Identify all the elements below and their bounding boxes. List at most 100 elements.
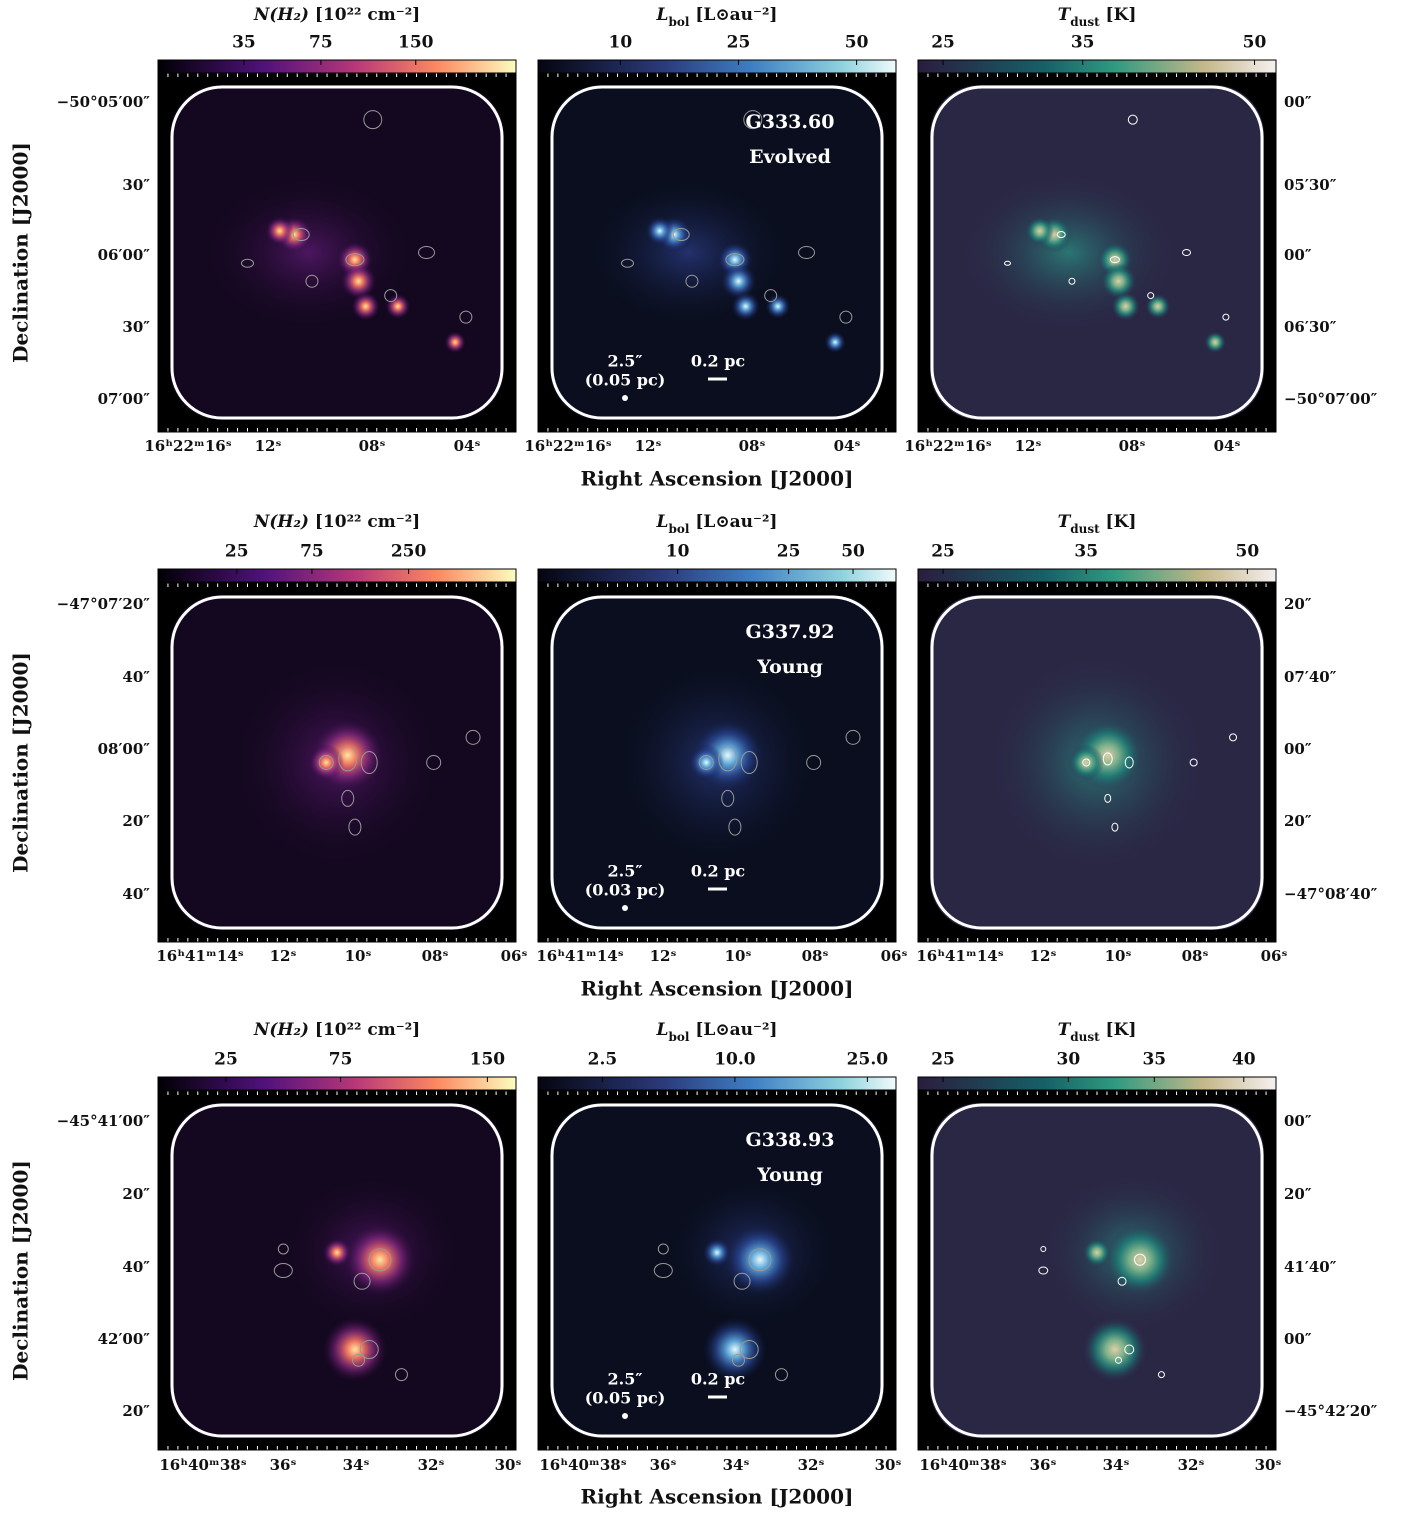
emission bbox=[731, 292, 760, 321]
x-axis-title: Right Ascension [J2000] bbox=[581, 977, 854, 1001]
colorbar-tick-label: 35 bbox=[1074, 542, 1098, 562]
ra-tick-label: 12ˢ bbox=[1015, 437, 1042, 455]
emission bbox=[444, 331, 465, 353]
scale-bar-label: 0.2 pc bbox=[691, 1370, 746, 1389]
dec-tick-label: 40″ bbox=[122, 668, 150, 686]
evolution-stage: Young bbox=[756, 1164, 823, 1186]
subscript: bol bbox=[669, 1030, 690, 1044]
dec-tick-label: 06′00″ bbox=[98, 246, 151, 264]
beam bbox=[622, 905, 628, 911]
dec-tick-label: 08′00″ bbox=[98, 740, 151, 758]
ra-tick-label: 16ʰ22ᵐ16ˢ bbox=[524, 437, 611, 455]
beam bbox=[622, 1413, 628, 1419]
emission bbox=[1111, 292, 1140, 321]
ra-tick-label: 16ʰ40ᵐ38ˢ bbox=[539, 1456, 626, 1474]
dec-tick-label: 20″ bbox=[122, 1402, 150, 1420]
beam-label: 2.5″ bbox=[608, 1370, 643, 1389]
symbol: N(H₂) bbox=[253, 5, 309, 25]
colorbar-tick-label: 25 bbox=[225, 542, 249, 562]
ra-tick-label: 16ʰ41ᵐ14ˢ bbox=[916, 947, 1003, 965]
emission bbox=[265, 217, 294, 246]
colorbar-tick-label: 35 bbox=[1142, 1050, 1166, 1070]
colorbar-tick-label: 50 bbox=[845, 33, 869, 53]
ra-tick-label: 10ˢ bbox=[725, 947, 752, 965]
dec-tick-label: 20″ bbox=[1284, 1185, 1312, 1203]
map-panel bbox=[158, 73, 516, 432]
beam-label: 2.5″ bbox=[608, 352, 643, 371]
colorbar-title: Lbol [L⊙au⁻²] bbox=[656, 1020, 778, 1044]
ra-tick-label: 12ˢ bbox=[650, 947, 677, 965]
beam-size: (0.05 pc) bbox=[585, 371, 666, 390]
ra-tick-label: 08ˢ bbox=[1119, 437, 1146, 455]
ra-tick-label: 16ʰ41ᵐ14ˢ bbox=[156, 947, 243, 965]
emission bbox=[961, 174, 1176, 332]
colorbar-tick-label: 25 bbox=[214, 1050, 238, 1070]
evolution-stage: Evolved bbox=[749, 146, 831, 168]
ra-tick-label: 06ˢ bbox=[881, 947, 908, 965]
ra-tick-label: 08ˢ bbox=[802, 947, 829, 965]
colorbar-tick-label: 25 bbox=[931, 33, 955, 53]
symbol: N(H₂) bbox=[253, 512, 309, 532]
ra-tick-label: 32ˢ bbox=[1178, 1456, 1205, 1474]
colorbar-tick-label: 35 bbox=[1071, 33, 1095, 53]
field-name: G337.92 bbox=[746, 621, 835, 643]
ra-tick-label: 08ˢ bbox=[359, 437, 386, 455]
emission bbox=[1104, 1224, 1176, 1296]
emission bbox=[824, 331, 845, 353]
ra-tick-label: 10ˢ bbox=[1105, 947, 1132, 965]
colorbar bbox=[918, 1077, 1276, 1090]
y-axis-title: Declination [J2000] bbox=[9, 1160, 33, 1381]
ra-tick-label: 12ˢ bbox=[635, 437, 662, 455]
field-name: G333.60 bbox=[746, 111, 835, 133]
colorbar-tick-label: 10 bbox=[609, 33, 633, 53]
dec-tick-label: 30″ bbox=[122, 176, 150, 194]
colorbar-tick-label: 25 bbox=[931, 542, 955, 562]
ra-tick-label: 04ˢ bbox=[1214, 437, 1241, 455]
colorbar-tick-label: 250 bbox=[391, 542, 427, 562]
ra-tick-label: 34ˢ bbox=[343, 1456, 370, 1474]
unit: [K] bbox=[1100, 512, 1137, 532]
dec-tick-label: 41′40″ bbox=[1284, 1258, 1337, 1276]
unit: [10²² cm⁻²] bbox=[309, 512, 420, 532]
colorbar-tick-label: 10.0 bbox=[714, 1050, 756, 1070]
unit: [10²² cm⁻²] bbox=[309, 1020, 420, 1040]
ra-tick-label: 16ʰ41ᵐ14ˢ bbox=[536, 947, 623, 965]
unit: [L⊙au⁻²] bbox=[689, 512, 777, 532]
evolution-stage: Young bbox=[756, 656, 823, 678]
colorbar-tick-label: 25 bbox=[931, 1050, 955, 1070]
colorbar-title: N(H₂) [10²² cm⁻²] bbox=[253, 1020, 420, 1040]
colorbar-tick-label: 25.0 bbox=[847, 1050, 889, 1070]
ra-tick-label: 12ˢ bbox=[255, 437, 282, 455]
dec-tick-label: −50°05′00″ bbox=[57, 93, 151, 111]
dec-tick-label: 00″ bbox=[1284, 1112, 1312, 1130]
emission bbox=[581, 174, 796, 332]
ra-tick-label: 30ˢ bbox=[1255, 1456, 1282, 1474]
emission bbox=[1068, 745, 1104, 781]
colorbar bbox=[918, 569, 1276, 582]
colorbar bbox=[158, 60, 516, 73]
ra-tick-label: 10ˢ bbox=[345, 947, 372, 965]
ra-tick-label: 16ʰ22ᵐ16ˢ bbox=[144, 437, 231, 455]
dec-tick-label: 07′00″ bbox=[98, 390, 151, 408]
dec-tick-label: −47°07′20″ bbox=[57, 595, 151, 613]
ra-tick-label: 34ˢ bbox=[723, 1456, 750, 1474]
dec-tick-label: 20″ bbox=[1284, 812, 1312, 830]
colorbar-tick-label: 2.5 bbox=[588, 1050, 618, 1070]
scale-bar-label: 0.2 pc bbox=[691, 862, 746, 881]
colorbar-title: N(H₂) [10²² cm⁻²] bbox=[253, 5, 420, 25]
unit: [K] bbox=[1100, 1020, 1137, 1040]
dec-tick-label: −45°41′00″ bbox=[57, 1112, 151, 1130]
symbol: L bbox=[656, 1020, 669, 1040]
emission bbox=[323, 1317, 387, 1382]
ra-tick-label: 06ˢ bbox=[501, 947, 528, 965]
ra-tick-label: 04ˢ bbox=[834, 437, 861, 455]
dec-tick-label: −50°07′00″ bbox=[1284, 390, 1378, 408]
scale-bar-label: 0.2 pc bbox=[691, 352, 746, 371]
colorbar-tick-label: 30 bbox=[1057, 1050, 1081, 1070]
emission bbox=[1204, 331, 1225, 353]
colorbar-tick-label: 75 bbox=[309, 33, 333, 53]
symbol: L bbox=[656, 512, 669, 532]
colorbar-tick-label: 75 bbox=[300, 542, 324, 562]
ra-tick-label: 34ˢ bbox=[1103, 1456, 1130, 1474]
colorbar bbox=[918, 60, 1276, 73]
